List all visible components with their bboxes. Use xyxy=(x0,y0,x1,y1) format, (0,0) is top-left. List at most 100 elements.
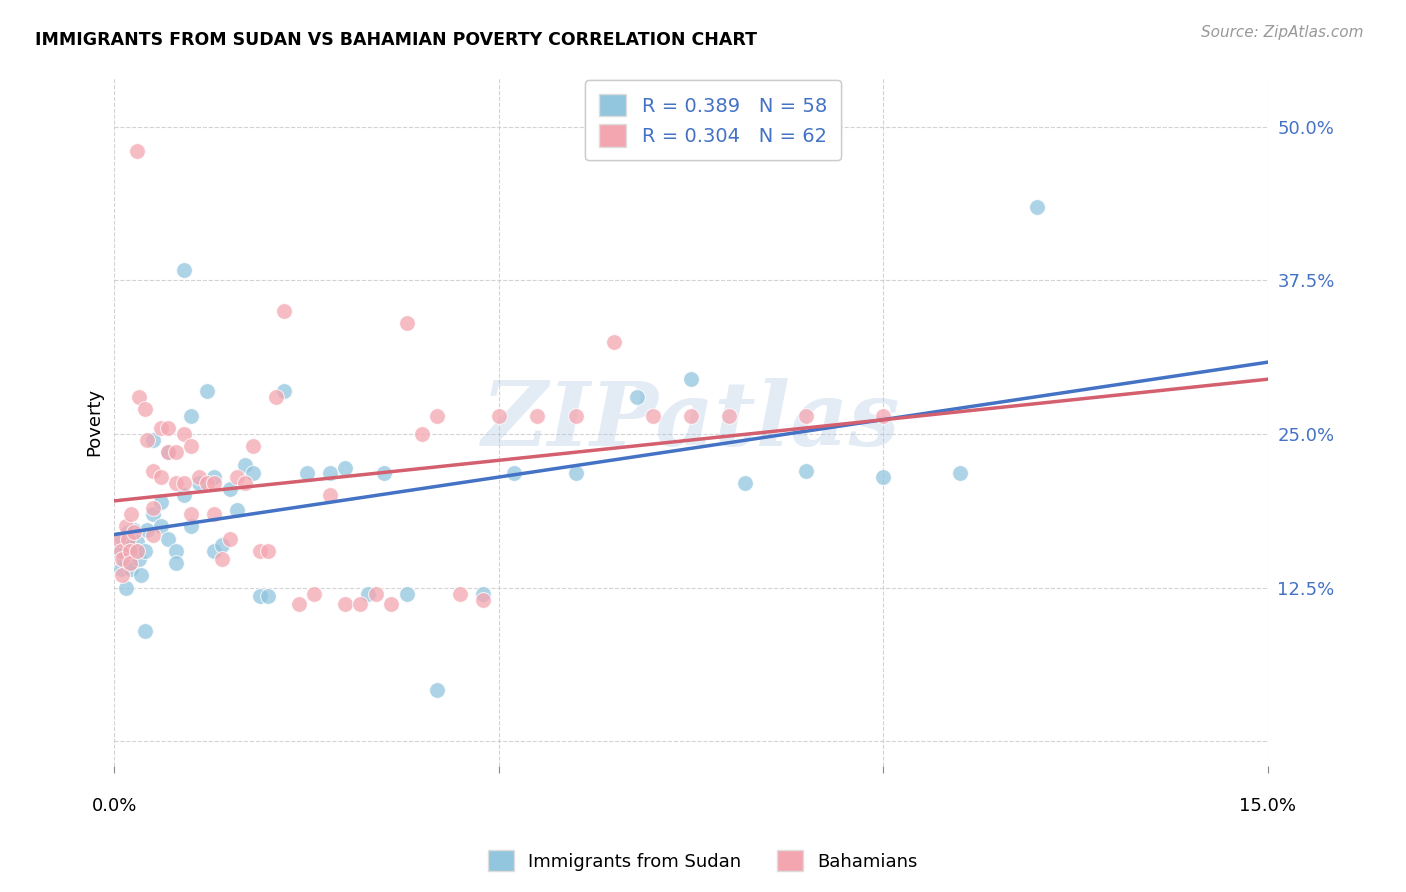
Point xyxy=(127,544,149,558)
Point xyxy=(257,544,280,558)
Point xyxy=(364,587,387,601)
Point xyxy=(180,439,202,453)
Point xyxy=(120,507,142,521)
Point xyxy=(318,467,340,481)
Point xyxy=(111,552,134,566)
Point xyxy=(110,544,132,558)
Legend: Immigrants from Sudan, Bahamians: Immigrants from Sudan, Bahamians xyxy=(481,843,925,879)
Point xyxy=(373,467,395,481)
Point xyxy=(1026,200,1049,214)
Point xyxy=(564,467,586,481)
Point xyxy=(211,552,233,566)
Point xyxy=(112,552,135,566)
Point xyxy=(165,556,187,570)
Point xyxy=(202,544,225,558)
Point xyxy=(295,467,318,481)
Point xyxy=(380,597,402,611)
Text: Source: ZipAtlas.com: Source: ZipAtlas.com xyxy=(1201,25,1364,40)
Point xyxy=(218,532,240,546)
Point xyxy=(603,334,626,349)
Point xyxy=(472,593,495,607)
Point xyxy=(142,464,165,478)
Point xyxy=(202,476,225,491)
Point xyxy=(188,470,211,484)
Point xyxy=(242,467,264,481)
Point xyxy=(149,494,172,508)
Point xyxy=(135,523,157,537)
Point xyxy=(173,488,195,502)
Point xyxy=(134,402,156,417)
Point xyxy=(872,470,894,484)
Point xyxy=(449,587,471,601)
Point xyxy=(122,523,145,537)
Point xyxy=(128,390,150,404)
Point xyxy=(426,409,449,423)
Point xyxy=(142,528,165,542)
Point xyxy=(127,544,149,558)
Text: IMMIGRANTS FROM SUDAN VS BAHAMIAN POVERTY CORRELATION CHART: IMMIGRANTS FROM SUDAN VS BAHAMIAN POVERT… xyxy=(35,31,758,49)
Point xyxy=(218,483,240,497)
Legend: R = 0.389   N = 58, R = 0.304   N = 62: R = 0.389 N = 58, R = 0.304 N = 62 xyxy=(585,80,841,161)
Point xyxy=(122,525,145,540)
Point xyxy=(333,597,356,611)
Point xyxy=(349,597,371,611)
Point xyxy=(157,421,180,435)
Point xyxy=(233,458,256,472)
Point xyxy=(195,384,218,398)
Point xyxy=(426,682,449,697)
Point xyxy=(226,470,249,484)
Point xyxy=(288,597,311,611)
Point xyxy=(118,540,141,554)
Point xyxy=(734,476,756,491)
Point xyxy=(488,409,510,423)
Point xyxy=(111,568,134,582)
Point xyxy=(679,372,702,386)
Point xyxy=(142,500,165,515)
Point xyxy=(107,544,129,558)
Point xyxy=(180,409,202,423)
Point xyxy=(226,503,249,517)
Point xyxy=(318,488,340,502)
Point xyxy=(131,568,153,582)
Point xyxy=(564,409,586,423)
Point xyxy=(111,532,134,546)
Point xyxy=(117,532,139,546)
Point xyxy=(107,532,129,546)
Point xyxy=(127,535,149,549)
Text: 0.0%: 0.0% xyxy=(91,797,138,814)
Point xyxy=(165,445,187,459)
Point xyxy=(188,476,211,491)
Y-axis label: Poverty: Poverty xyxy=(86,388,103,456)
Point xyxy=(180,507,202,521)
Point xyxy=(796,409,818,423)
Point xyxy=(411,427,433,442)
Point xyxy=(157,445,180,459)
Point xyxy=(173,476,195,491)
Point xyxy=(264,390,287,404)
Point xyxy=(526,409,548,423)
Point xyxy=(242,439,264,453)
Point xyxy=(157,532,180,546)
Point xyxy=(195,476,218,491)
Point xyxy=(273,304,295,318)
Point xyxy=(142,507,165,521)
Point xyxy=(165,544,187,558)
Point xyxy=(157,445,180,459)
Point xyxy=(718,409,741,423)
Point xyxy=(202,470,225,484)
Point xyxy=(395,587,418,601)
Point xyxy=(118,556,141,570)
Point xyxy=(117,525,139,540)
Point xyxy=(472,587,495,601)
Point xyxy=(149,421,172,435)
Point xyxy=(304,587,326,601)
Point xyxy=(679,409,702,423)
Point xyxy=(115,581,138,595)
Point xyxy=(118,544,141,558)
Point xyxy=(110,562,132,576)
Point xyxy=(127,145,149,159)
Point xyxy=(257,590,280,604)
Point xyxy=(118,556,141,570)
Point xyxy=(395,317,418,331)
Point xyxy=(233,476,256,491)
